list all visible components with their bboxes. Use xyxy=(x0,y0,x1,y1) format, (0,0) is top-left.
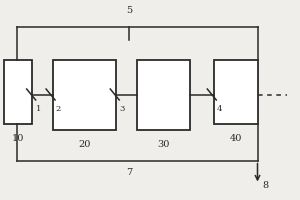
Text: 7: 7 xyxy=(126,168,132,177)
Text: 30: 30 xyxy=(157,140,170,149)
Text: 8: 8 xyxy=(262,181,268,190)
Text: 3: 3 xyxy=(119,105,125,113)
Text: 10: 10 xyxy=(12,134,24,143)
Text: 40: 40 xyxy=(230,134,242,143)
Bar xyxy=(4,60,32,124)
Text: 1: 1 xyxy=(36,105,41,113)
Text: 4: 4 xyxy=(217,105,222,113)
Text: 2: 2 xyxy=(55,105,61,113)
Bar xyxy=(214,60,257,124)
Bar xyxy=(53,60,116,130)
Bar xyxy=(136,60,190,130)
Text: 20: 20 xyxy=(78,140,91,149)
Text: 5: 5 xyxy=(126,6,132,15)
